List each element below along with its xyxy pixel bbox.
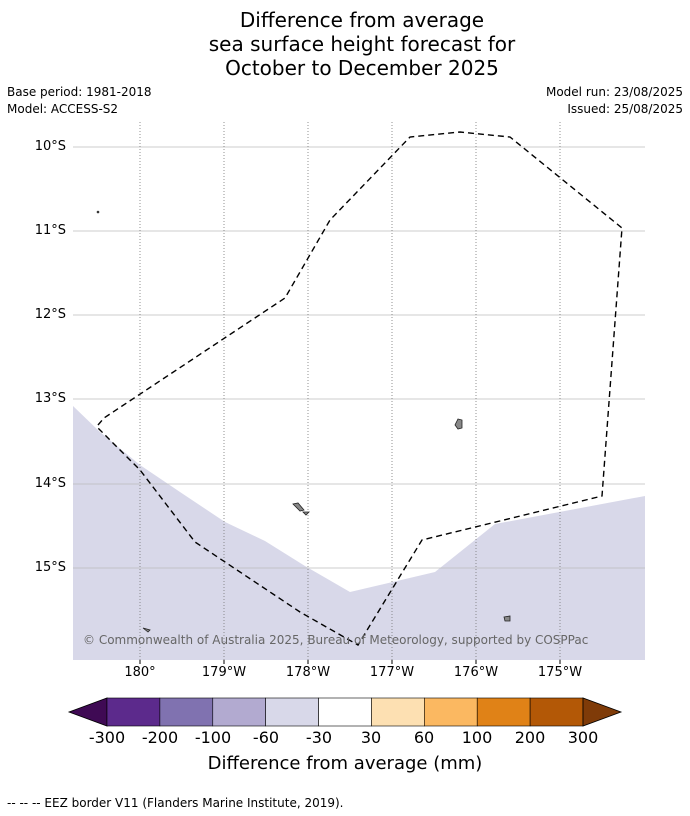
model-run: Model run: 23/08/2025 — [545, 85, 683, 99]
lon-label-176w: 176°W — [453, 665, 499, 680]
island-south — [503, 615, 511, 622]
lon-label-180: 180° — [124, 665, 156, 680]
issued-date: Issued: 25/08/2025 — [567, 102, 683, 116]
base-period: Base period: 1981-2018 — [7, 85, 152, 99]
copyright-notice: © Commonwealth of Australia 2025, Bureau… — [83, 633, 589, 647]
colorbar-tick-label: -30 — [305, 728, 333, 747]
island-wallis — [292, 502, 305, 512]
colorbar-tick-label: -300 — [88, 728, 126, 747]
colorbar-segment — [529, 697, 584, 727]
colorbar-segment — [159, 697, 214, 727]
island-wallis-small — [302, 511, 310, 516]
lon-label-175w: 175°W — [537, 665, 583, 680]
lat-label-10s: 10°S — [34, 139, 66, 154]
title-line-1: Difference from average — [239, 8, 485, 32]
colorbar-title: Difference from average (mm) — [207, 753, 483, 774]
eez-footnote: -- -- -- EEZ border V11 (Flanders Marine… — [7, 796, 344, 810]
island-funafuti — [454, 418, 463, 430]
colorbar-segment — [424, 697, 478, 727]
colorbar-segment — [106, 697, 161, 727]
lat-gridlines — [73, 146, 645, 569]
colorbar-tick-label: -100 — [194, 728, 232, 747]
colorbar-extend-max — [582, 697, 623, 727]
colorbar-extend-min — [67, 697, 108, 727]
title-line-2: sea surface height forecast for — [208, 32, 516, 56]
colorbar-segment — [476, 697, 531, 727]
lon-label-179w: 179°W — [201, 665, 247, 680]
island-west — [142, 627, 151, 633]
lat-label-12s: 12°S — [34, 307, 66, 322]
colorbar-segment — [318, 697, 372, 727]
lat-label-15s: 15°S — [34, 560, 66, 575]
colorbar-segment — [212, 697, 266, 727]
lon-label-178w: 178°W — [285, 665, 331, 680]
colorbar-tick-label: 60 — [413, 728, 435, 747]
colorbar-tick-label: -200 — [141, 728, 179, 747]
anomaly-region — [73, 406, 645, 660]
title-line-3: October to December 2025 — [225, 56, 499, 80]
lat-label-13s: 13°S — [34, 391, 66, 406]
colorbar-segment — [265, 697, 319, 727]
lon-label-177w: 177°W — [369, 665, 415, 680]
colorbar-segment — [371, 697, 425, 727]
lat-label-14s: 14°S — [34, 476, 66, 491]
colorbar-tick-label: 30 — [360, 728, 382, 747]
colorbar-tick-label: 200 — [514, 728, 546, 747]
lat-label-11s: 11°S — [34, 223, 66, 238]
colorbar — [67, 697, 623, 727]
island-tiny — [96, 210, 100, 214]
colorbar-tick-label: 300 — [567, 728, 599, 747]
colorbar-tick-label: 100 — [461, 728, 493, 747]
meta-left: Base period: 1981-2018 Model: ACCESS-S2 — [7, 84, 152, 118]
model-name: Model: ACCESS-S2 — [7, 102, 119, 116]
islands — [96, 210, 511, 633]
colorbar-tick-label: -60 — [252, 728, 280, 747]
eez-border — [97, 131, 623, 646]
lon-ticks — [139, 660, 561, 664]
map-title: Difference from average sea surface heig… — [0, 8, 690, 80]
meta-right: Model run: 23/08/2025 Issued: 25/08/2025 — [546, 84, 683, 118]
